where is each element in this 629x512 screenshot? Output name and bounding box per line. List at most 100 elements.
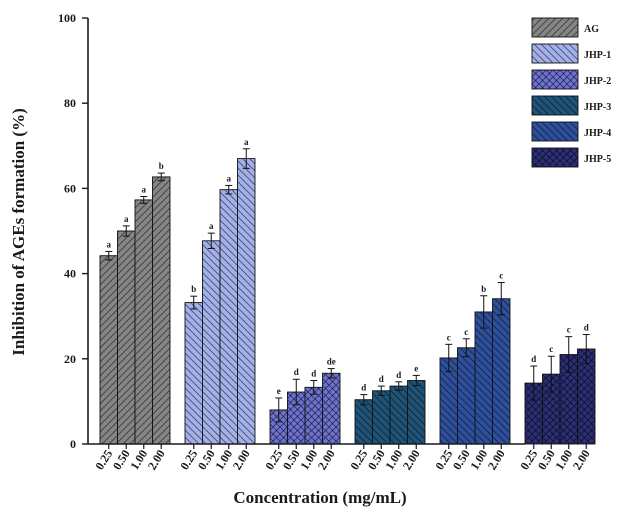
- x-tick-label: 1.00: [382, 447, 405, 472]
- significance-letter: c: [447, 332, 451, 342]
- bar: [457, 347, 476, 445]
- x-tick-label: 0.50: [110, 447, 133, 472]
- significance-letter: d: [379, 374, 384, 384]
- x-tick-label: 1.00: [212, 447, 235, 472]
- bar: [372, 390, 391, 445]
- bar: [389, 385, 408, 445]
- significance-letter: a: [107, 239, 112, 249]
- significance-letter: a: [244, 137, 249, 147]
- x-tick-label: 0.50: [195, 447, 218, 472]
- legend-item: JHP-2: [531, 69, 611, 90]
- x-tick-label: 1.00: [467, 447, 490, 472]
- legend: AG JHP-1 JHP-2 JHP-3 JHP-4 JHP-5: [531, 17, 611, 168]
- y-tick-label: 0: [70, 437, 76, 451]
- series-group: b a a a: [184, 137, 256, 445]
- bar: [219, 189, 238, 445]
- bar: [117, 230, 136, 445]
- significance-letter: a: [142, 184, 147, 194]
- legend-swatch: [531, 147, 579, 168]
- bar: [304, 386, 323, 445]
- x-tick-label: 0.25: [177, 447, 200, 472]
- x-tick-label: 0.50: [365, 447, 388, 472]
- x-tick-label: 1.00: [552, 447, 575, 472]
- x-tick-label: 0.25: [347, 447, 370, 472]
- legend-swatch: [531, 43, 579, 64]
- series-group: c c b c: [439, 271, 511, 445]
- significance-letter: a: [227, 173, 232, 183]
- significance-letter: b: [191, 284, 196, 294]
- legend-label: JHP-2: [584, 76, 611, 87]
- significance-letter: d: [294, 367, 299, 377]
- x-tick-label: 2.00: [570, 447, 593, 472]
- x-tick-label: 0.50: [280, 447, 303, 472]
- bar: [474, 311, 493, 445]
- significance-letter: de: [327, 357, 336, 367]
- significance-letter: c: [567, 325, 571, 335]
- x-tick-label: 2.00: [400, 447, 423, 472]
- legend-item: JHP-4: [531, 121, 611, 142]
- legend-label: JHP-5: [584, 154, 611, 165]
- bar: [354, 399, 373, 445]
- series-group: a a a b: [99, 161, 171, 445]
- bar: [184, 302, 203, 445]
- x-tick-label: 2.00: [315, 447, 338, 472]
- significance-letter: c: [549, 344, 553, 354]
- y-tick-label: 100: [58, 11, 76, 25]
- significance-letter: d: [531, 354, 536, 364]
- x-tick-label: 1.00: [297, 447, 320, 472]
- legend-label: JHP-4: [584, 128, 611, 139]
- y-tick-label: 80: [64, 96, 76, 110]
- x-axis-ticks: 0.250.501.002.00 0.250.501.002.00 0.250.50…: [92, 444, 593, 472]
- legend-swatch: [531, 121, 579, 142]
- bar: [99, 255, 118, 445]
- x-tick-label: 0.25: [262, 447, 285, 472]
- series-group: d c c d: [524, 323, 596, 445]
- legend-label: JHP-1: [584, 50, 611, 61]
- series-group: d d d e: [354, 363, 426, 445]
- x-tick-label: 2.00: [230, 447, 253, 472]
- bar: [322, 372, 341, 445]
- significance-letter: b: [159, 161, 164, 171]
- x-tick-label: 0.50: [450, 447, 473, 472]
- significance-letter: c: [499, 271, 503, 281]
- legend-item: AG: [531, 17, 599, 38]
- bar: [492, 298, 511, 445]
- x-tick-label: 2.00: [485, 447, 508, 472]
- x-tick-label: 2.00: [145, 447, 168, 472]
- x-tick-label: 0.25: [517, 447, 540, 472]
- significance-letter: e: [277, 386, 281, 396]
- legend-item: JHP-1: [531, 43, 611, 64]
- significance-letter: b: [481, 284, 486, 294]
- significance-letter: a: [124, 214, 129, 224]
- bar: [134, 199, 153, 445]
- legend-label: AG: [584, 24, 599, 35]
- legend-swatch: [531, 17, 579, 38]
- x-tick-label: 0.50: [535, 447, 558, 472]
- legend-item: JHP-5: [531, 147, 611, 168]
- y-tick-label: 40: [64, 267, 76, 281]
- legend-swatch: [531, 95, 579, 116]
- legend-label: JHP-3: [584, 102, 611, 113]
- y-axis-ticks: 0 20 40 60 80 100: [58, 11, 88, 451]
- significance-letter: c: [464, 327, 468, 337]
- significance-letter: d: [361, 383, 366, 393]
- bar: [152, 176, 171, 445]
- bar: [202, 240, 221, 445]
- y-axis-title: Inhibition of AGEs formation (%): [9, 108, 28, 355]
- significance-letter: d: [396, 370, 401, 380]
- series-group: e d d de: [269, 357, 341, 445]
- legend-item: JHP-3: [531, 95, 611, 116]
- x-axis-title: Concentration (mg/mL): [233, 488, 406, 507]
- y-tick-label: 20: [64, 352, 76, 366]
- legend-swatch: [531, 69, 579, 90]
- x-tick-label: 1.00: [127, 447, 150, 472]
- significance-letter: d: [584, 323, 589, 333]
- x-tick-label: 0.25: [92, 447, 115, 472]
- bar: [237, 158, 256, 445]
- significance-letter: a: [209, 221, 214, 231]
- y-tick-label: 60: [64, 181, 76, 195]
- significance-letter: e: [414, 363, 418, 373]
- bar: [407, 380, 426, 445]
